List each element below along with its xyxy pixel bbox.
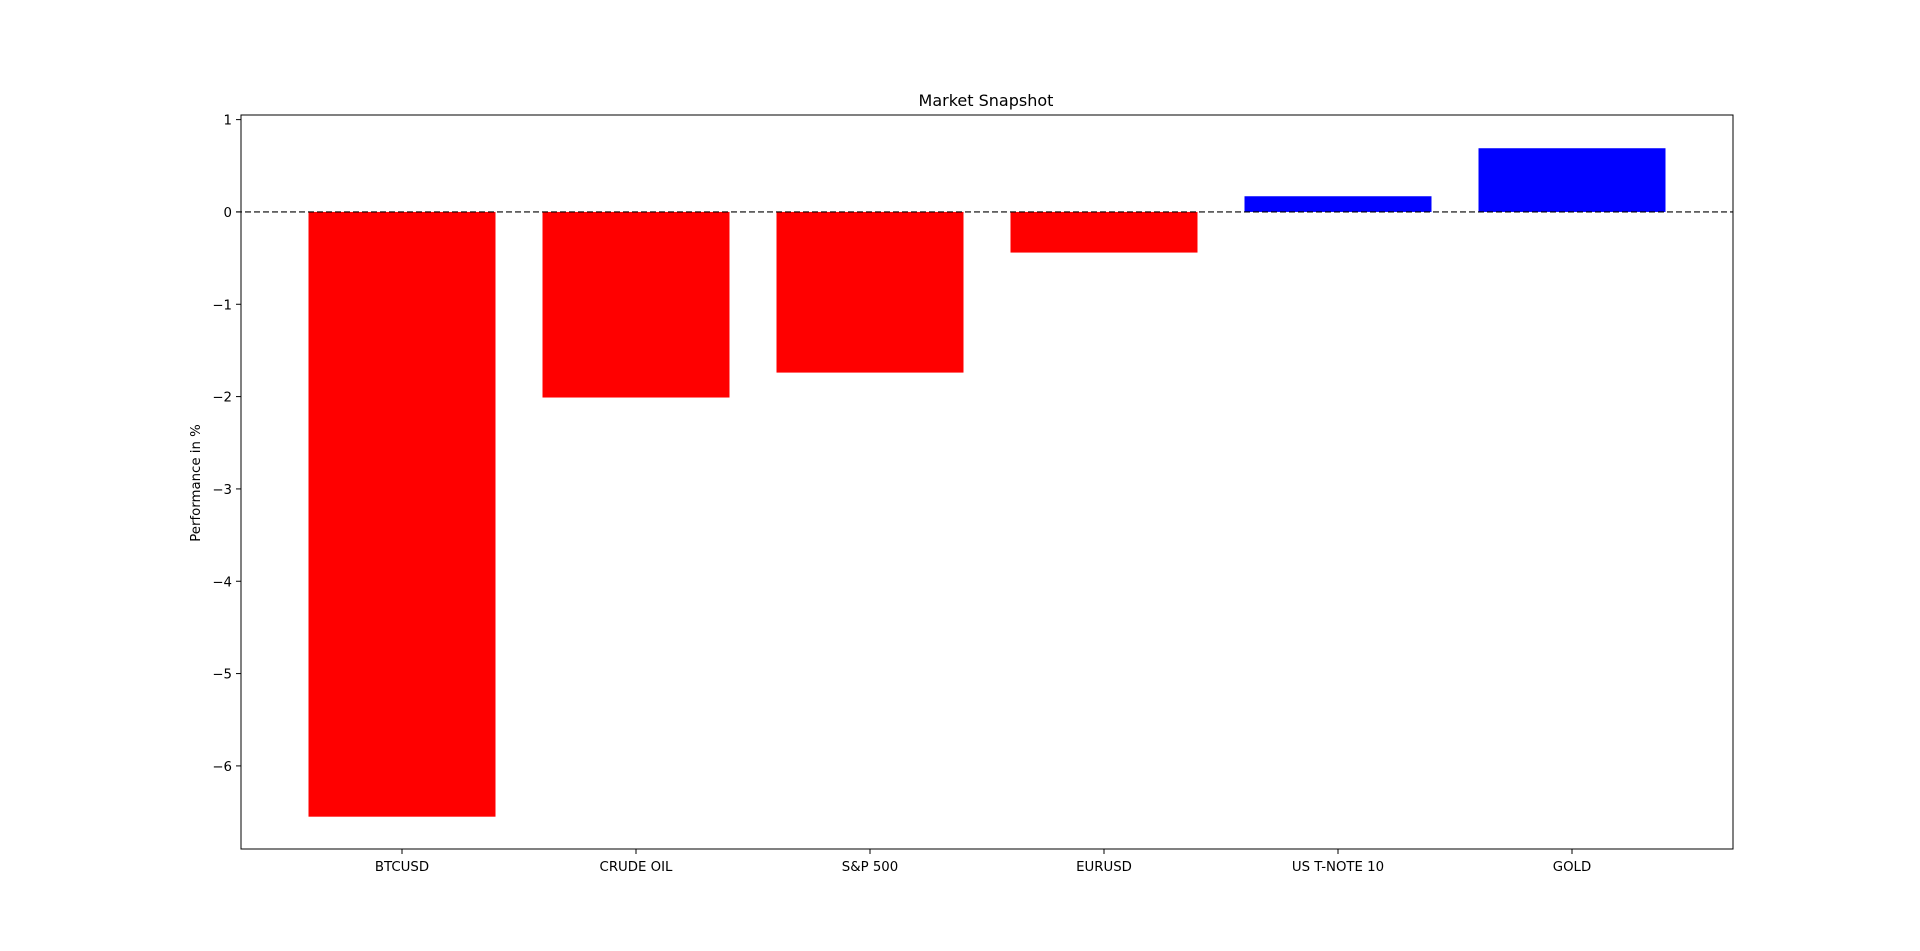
bar-us-t-note-10 xyxy=(1244,196,1432,212)
y-tick-label: −4 xyxy=(212,575,232,590)
bar-s-p-500 xyxy=(776,211,964,373)
bar-eurusd xyxy=(1010,211,1198,253)
y-tick-label: 0 xyxy=(224,206,232,221)
x-tick-label: CRUDE OIL xyxy=(600,860,674,875)
bar-crude-oil xyxy=(542,211,730,398)
y-tick-label: 1 xyxy=(224,114,232,129)
bars-group xyxy=(308,148,1666,817)
x-tick-label: S&P 500 xyxy=(842,860,898,875)
y-axis-label: Performance in % xyxy=(189,424,204,541)
y-tick-label: −6 xyxy=(212,760,232,775)
x-tick-label: GOLD xyxy=(1553,860,1591,875)
x-tick-label: US T-NOTE 10 xyxy=(1292,860,1384,875)
bar-btcusd xyxy=(308,211,496,817)
y-tick-label: −3 xyxy=(212,483,232,498)
bar-gold xyxy=(1478,148,1666,212)
plot-frame xyxy=(240,114,1734,850)
x-tick-label: EURUSD xyxy=(1076,860,1132,875)
y-ticks-group: 1 0 −1 −2 −3 −4 −5 −6 xyxy=(212,114,241,775)
y-tick-label: −1 xyxy=(212,298,232,313)
y-tick-label: −5 xyxy=(212,668,232,683)
x-tick-label: BTCUSD xyxy=(375,860,429,875)
y-tick-label: −2 xyxy=(212,391,232,406)
x-ticks-group: BTCUSD CRUDE OIL S&P 500 EURUSD US T-NOTE 10… xyxy=(375,849,1591,875)
chart-title: Market Snapshot xyxy=(919,91,1054,110)
